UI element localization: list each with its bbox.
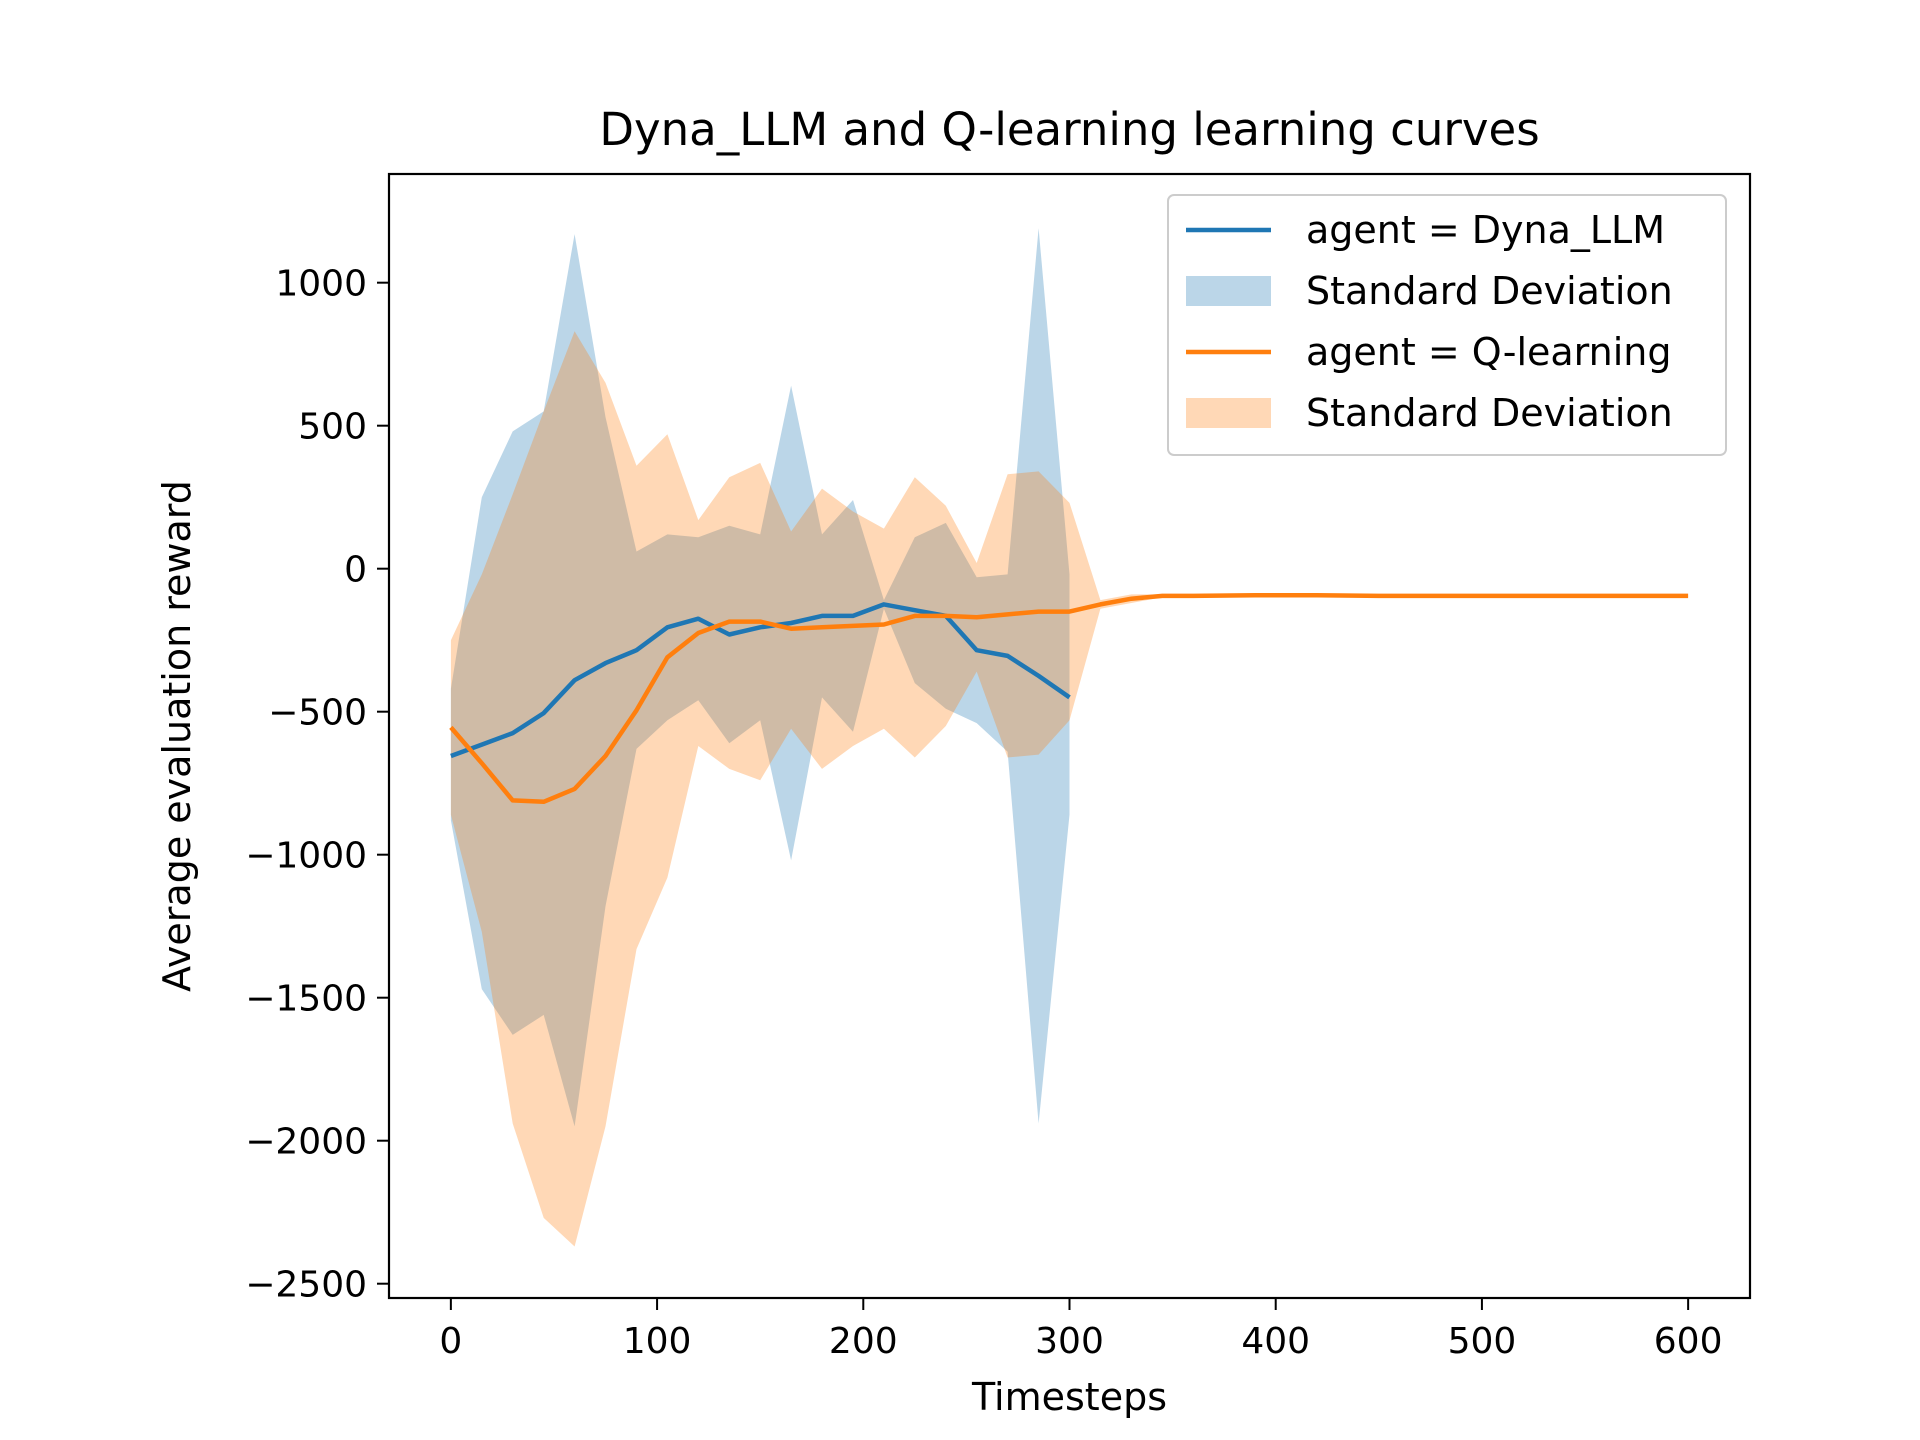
y-tick-label: 500 [298, 407, 367, 448]
legend: agent = Dyna_LLM Standard Deviation agent … [1167, 194, 1727, 456]
legend-label: Standard Deviation [1306, 269, 1673, 313]
chart-title: Dyna_LLM and Q-learning learning curves [599, 103, 1539, 156]
x-axis-label: Timesteps [971, 1375, 1167, 1419]
y-tick-label: −2500 [245, 1265, 367, 1306]
legend-box [1167, 194, 1727, 456]
x-tick-label: 600 [1654, 1321, 1723, 1362]
x-tick-label: 100 [623, 1321, 692, 1362]
y-tick-label: 1000 [275, 264, 367, 305]
y-axis-label: Average evaluation reward [155, 480, 199, 992]
y-tick-label: −2000 [245, 1122, 367, 1163]
series-lines [449, 593, 1689, 805]
std-bands [450, 228, 1689, 1247]
legend-label: Standard Deviation [1306, 391, 1673, 435]
x-tick-label: 200 [829, 1321, 898, 1362]
y-tick-label: 0 [344, 550, 367, 591]
x-axis-ticks: 0 100 200 300 400 500 600 [439, 1298, 1722, 1362]
std-band-dyna-llm [450, 228, 1070, 1127]
std-band-q-learning [450, 331, 1689, 1247]
y-tick-label: −500 [268, 693, 367, 734]
x-tick-label: 300 [1035, 1321, 1104, 1362]
x-tick-label: 500 [1448, 1321, 1517, 1362]
x-tick-label: 400 [1241, 1321, 1310, 1362]
series-line-dyna-llm [450, 602, 1071, 759]
y-tick-label: −1500 [245, 979, 367, 1020]
legend-band-swatch [1186, 398, 1271, 428]
series-line-q-learning [449, 593, 1689, 805]
legend-band-swatch [1186, 276, 1271, 306]
legend-label: agent = Dyna_LLM [1306, 208, 1665, 252]
y-tick-label: −1000 [245, 836, 367, 877]
legend-label: agent = Q-learning [1306, 330, 1671, 374]
x-tick-label: 0 [439, 1321, 462, 1362]
y-axis-ticks: −2500 −2000 −1500 −1000 −500 0 500 1000 [245, 264, 389, 1306]
